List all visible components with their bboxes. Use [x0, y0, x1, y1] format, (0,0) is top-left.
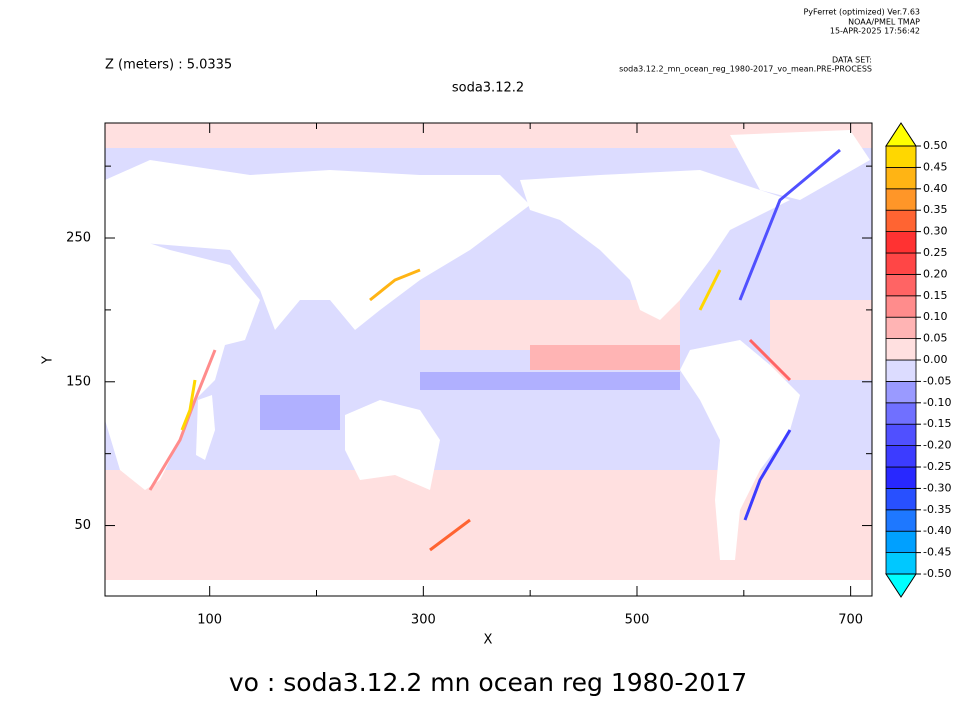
colorbar-band: [885, 145, 917, 168]
dataset-label: DATA SET:: [832, 56, 872, 65]
colorbar-band: [885, 552, 917, 575]
colorbar-band: [885, 188, 917, 211]
colorbar-label: -0.50: [923, 567, 951, 580]
colorbar-band: [885, 509, 917, 532]
colorbar-band: [885, 466, 917, 489]
colorbar-band: [885, 423, 917, 447]
colorbar-band: [885, 380, 917, 404]
y-tick-label: 50: [74, 518, 91, 533]
x-tick-label: 100: [197, 613, 222, 628]
colorbar-label: 0.35: [923, 203, 948, 216]
colorbar-band: [885, 166, 917, 190]
colorbar-label: 0.00: [923, 353, 948, 366]
colorbar-label: 0.40: [923, 182, 948, 195]
header-line: 15-APR-2025 17:56:42: [830, 27, 920, 36]
subtitle: soda3.12.2: [452, 81, 524, 96]
colorbar-label: -0.30: [923, 481, 951, 494]
colorbar-band: [885, 295, 917, 318]
y-tick-label: 250: [66, 231, 91, 246]
colorbar-band: [885, 252, 917, 275]
colorbar-label: 0.25: [923, 246, 948, 259]
header-line: PyFerret (optimized) Ver.7.63: [803, 8, 920, 17]
colorbar-band: [885, 231, 917, 254]
colorbar-band: [885, 209, 917, 232]
colorbar-band: [885, 273, 917, 297]
dataset: soda3.12.2_mn_ocean_reg_1980-2017_vo_mea…: [619, 65, 872, 74]
y-tick-label: 150: [66, 374, 91, 389]
colorbar-label: -0.35: [923, 503, 951, 516]
depth-label: Z (meters) : 5.0335: [105, 58, 232, 73]
colorbar-band: [885, 487, 917, 511]
colorbar-band: [885, 359, 917, 382]
colorbar-over: [885, 122, 917, 147]
plot-frame: [104, 122, 873, 597]
y-axis-label: Y: [41, 356, 56, 365]
x-tick-label: 300: [411, 613, 436, 628]
colorbar-under: [885, 573, 917, 598]
x-axis-label: X: [484, 633, 493, 648]
colorbar-label: -0.45: [923, 546, 951, 559]
header-line: NOAA/PMEL TMAP: [848, 18, 920, 27]
colorbar-band: [885, 316, 917, 340]
colorbar-label: 0.45: [923, 160, 948, 173]
map-field: [105, 123, 872, 596]
colorbar-label: -0.20: [923, 439, 951, 452]
chart-title: vo : soda3.12.2 mn ocean reg 1980-2017: [229, 668, 747, 697]
colorbar-label: 0.50: [923, 139, 948, 152]
colorbar-label: 0.10: [923, 310, 948, 323]
colorbar-label: 0.20: [923, 267, 948, 280]
x-tick-label: 500: [625, 613, 650, 628]
colorbar-label: 0.30: [923, 225, 948, 238]
colorbar-band: [885, 530, 917, 554]
colorbar-band: [885, 402, 917, 425]
colorbar-band: [885, 338, 917, 361]
x-tick-label: 700: [838, 613, 863, 628]
colorbar-label: -0.40: [923, 524, 951, 537]
colorbar-band: [885, 445, 917, 468]
colorbar-label: -0.05: [923, 374, 951, 387]
colorbar-label: 0.05: [923, 332, 948, 345]
colorbar-label: -0.25: [923, 460, 951, 473]
colorbar-label: -0.10: [923, 396, 951, 409]
colorbar-label: -0.15: [923, 417, 951, 430]
colorbar-label: 0.15: [923, 289, 948, 302]
